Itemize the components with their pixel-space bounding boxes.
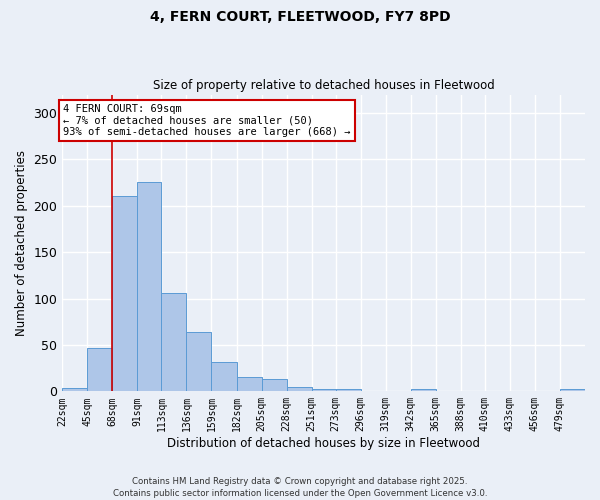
Bar bbox=[287, 386, 311, 392]
Bar bbox=[262, 380, 287, 392]
Text: 4 FERN COURT: 69sqm
← 7% of detached houses are smaller (50)
93% of semi-detache: 4 FERN COURT: 69sqm ← 7% of detached hou… bbox=[64, 104, 351, 137]
Bar bbox=[335, 390, 361, 392]
Bar bbox=[211, 362, 236, 392]
Bar bbox=[112, 196, 137, 392]
Bar bbox=[311, 388, 335, 392]
Bar bbox=[236, 378, 262, 392]
Bar bbox=[137, 182, 161, 392]
Bar bbox=[88, 348, 112, 392]
Text: 4, FERN COURT, FLEETWOOD, FY7 8PD: 4, FERN COURT, FLEETWOOD, FY7 8PD bbox=[149, 10, 451, 24]
Bar bbox=[411, 390, 436, 392]
X-axis label: Distribution of detached houses by size in Fleetwood: Distribution of detached houses by size … bbox=[167, 437, 480, 450]
Y-axis label: Number of detached properties: Number of detached properties bbox=[15, 150, 28, 336]
Bar bbox=[187, 332, 211, 392]
Bar bbox=[62, 388, 88, 392]
Title: Size of property relative to detached houses in Fleetwood: Size of property relative to detached ho… bbox=[153, 79, 494, 92]
Bar bbox=[560, 390, 585, 392]
Text: Contains HM Land Registry data © Crown copyright and database right 2025.
Contai: Contains HM Land Registry data © Crown c… bbox=[113, 476, 487, 498]
Bar bbox=[161, 293, 187, 392]
